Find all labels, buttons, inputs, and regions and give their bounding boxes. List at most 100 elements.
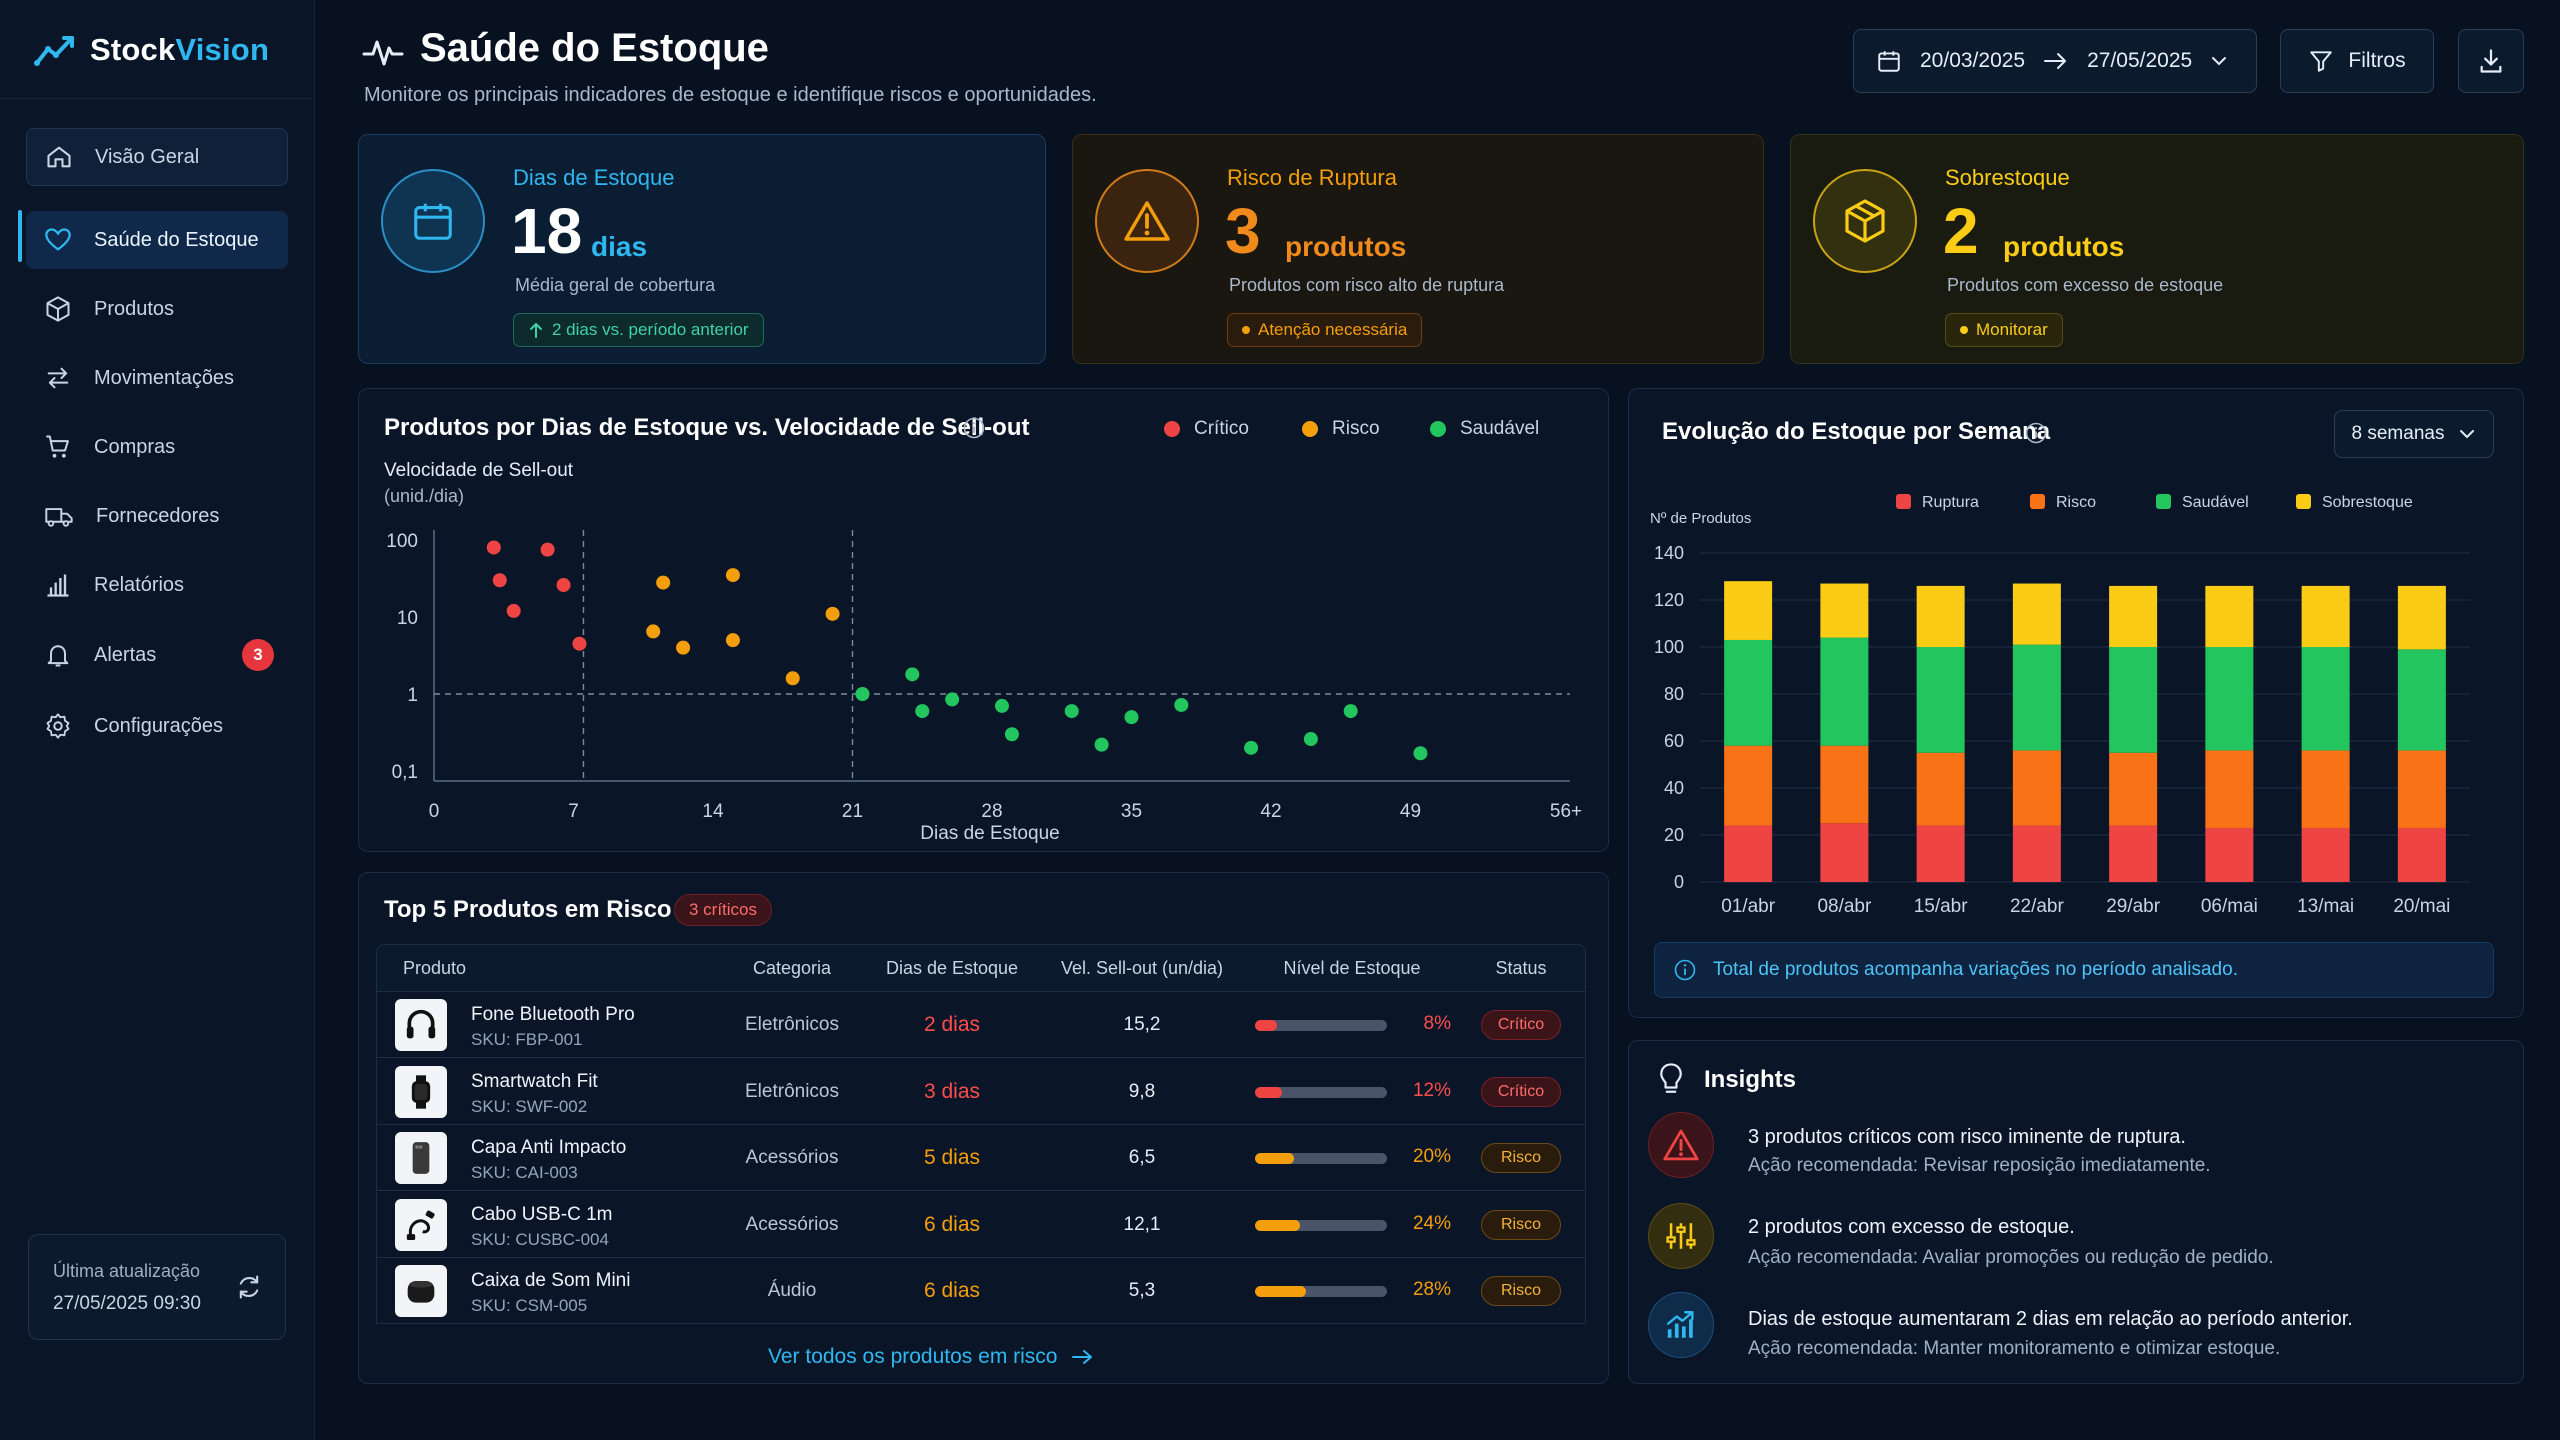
stacked-bar-chart: Ruptura Risco Saudável Sobrestoque Nº de Pro… (1650, 494, 2470, 917)
y-tick-label: 80 (1664, 684, 1684, 704)
nav-item-alerts[interactable]: Alertas 3 (26, 626, 288, 684)
legend-label: Saudável (1460, 418, 1540, 439)
legend-swatch (2030, 494, 2045, 509)
filter-icon (2310, 51, 2333, 72)
product-name: Caixa de Som Mini (471, 1270, 631, 1292)
nav-item-movements[interactable]: Movimentações (26, 349, 288, 407)
scatter-point-saudável (1174, 697, 1189, 712)
bar-segment-sobrestoque (1916, 585, 1965, 647)
stock-level-fill (1255, 1219, 1300, 1231)
nav-label: Saúde do Estoque (94, 228, 259, 251)
legend-label: Risco (1332, 418, 1380, 439)
kpi-title: Dias de Estoque (513, 165, 675, 190)
nav-label: Alertas (94, 643, 157, 666)
last-update-card: Última atualização 27/05/2025 09:30 (28, 1234, 286, 1340)
phone-case-icon (412, 1142, 430, 1175)
col-category: Categoria (752, 958, 832, 978)
bar-segment-saudável (1916, 647, 1965, 753)
nav-label: Compras (94, 435, 176, 458)
download-button[interactable] (2458, 29, 2524, 93)
scatter-point-saudável (1413, 746, 1428, 761)
filters-button[interactable]: Filtros (2280, 29, 2434, 93)
kpi-unit: produtos (2003, 231, 2125, 262)
bar-segment-saudável (2397, 649, 2446, 751)
kpi-icon-circle (381, 169, 485, 273)
bar-segment-ruptura (2397, 827, 2446, 882)
insights-title: Insights (1704, 1066, 1797, 1093)
nav-item-products[interactable]: Produtos (26, 280, 288, 338)
product-category: Acessórios (745, 1213, 839, 1235)
bar-segment-saudável (2301, 647, 2350, 751)
status-badge: Crítico (1481, 1010, 1561, 1040)
table-row[interactable]: Caixa de Som Mini SKU: CSM-005 Áudio 6 dias… (376, 1258, 1586, 1325)
table-row[interactable]: Smartwatch Fit SKU: SWF-002 Eletrônicos 3 d… (376, 1058, 1586, 1125)
product-category: Áudio (767, 1280, 817, 1302)
x-tick-label: 22/abr (2010, 896, 2065, 917)
stock-level-fill (1255, 1153, 1295, 1165)
stacked-bar-panel (1628, 388, 2524, 1018)
scatter-point-saudável (915, 704, 930, 719)
bar-segment-risco (2397, 750, 2446, 828)
nav-item-settings[interactable]: Configurações (26, 697, 288, 755)
stock-level-percent: 24% (1412, 1212, 1451, 1234)
box-icon (46, 296, 70, 322)
scatter-point-saudável (1124, 710, 1139, 725)
nav-item-suppliers[interactable]: Fornecedores (26, 487, 288, 545)
scatter-point-saudável (1064, 704, 1079, 719)
nav-item-purchases[interactable]: Compras (26, 418, 288, 476)
bar-segment-risco (2109, 752, 2158, 826)
nav-item-reports[interactable]: Relatórios (26, 556, 288, 614)
y-tick-label: 10 (397, 608, 418, 629)
refresh-icon[interactable] (235, 1273, 263, 1301)
x-tick-label: 42 (1260, 801, 1281, 822)
info-icon[interactable] (2024, 421, 2048, 445)
page-title: Saúde do Estoque (420, 26, 769, 70)
arrow-right-icon (1072, 1350, 1093, 1364)
table-row[interactable]: Cabo USB-C 1m SKU: CUSBC-004 Acessórios 6 d… (376, 1191, 1586, 1258)
table-row[interactable]: Fone Bluetooth Pro SKU: FBP-001 Eletrônico… (376, 992, 1586, 1058)
status-badge: Risco (1481, 1209, 1561, 1240)
scatter-point-risco (725, 568, 740, 583)
view-all-risk-link[interactable]: Ver todos os produtos em risco (768, 1345, 1095, 1369)
sliders-icon (1666, 1223, 1696, 1249)
scatter-point-crítico (572, 636, 587, 651)
info-icon[interactable] (962, 416, 986, 440)
y-tick-label: 120 (1654, 590, 1684, 610)
chevron-down-icon (2460, 430, 2475, 439)
bar-segment-ruptura (2012, 825, 2061, 882)
product-thumbnail (395, 1198, 447, 1251)
x-tick-label: 14 (702, 801, 724, 822)
bar-segment-sobrestoque (1820, 583, 1869, 638)
stock-level-bar (1255, 1086, 1387, 1098)
x-tick-label: 15/abr (1914, 896, 1969, 917)
date-to: 27/05/2025 (2087, 49, 2193, 72)
bar-segment-ruptura (1820, 823, 1869, 882)
period-select[interactable]: 8 semanas (2334, 410, 2494, 458)
y-tick-label: 1 (407, 685, 418, 706)
bar-segment-sobrestoque (1724, 581, 1773, 640)
smartwatch-icon (411, 1074, 431, 1109)
stock-level-fill (1255, 1286, 1306, 1298)
product-thumbnail (395, 1265, 447, 1318)
scatter-point-saudável (1244, 740, 1259, 755)
table-row[interactable]: Capa Anti Impacto SKU: CAI-003 Acessórios 5… (376, 1125, 1586, 1192)
scatter-point-saudável (1004, 727, 1019, 742)
bar-title: Evolução do Estoque por Semana (1662, 418, 2051, 445)
insight-sub: Ação recomendada: Avaliar promoções ou r… (1748, 1247, 2274, 1268)
nav-item-overview[interactable]: Visão Geral (26, 128, 288, 186)
kpi-card-overstock: Sobrestoque 2 produtos Produtos com exce… (1790, 134, 2524, 364)
x-tick-label: 01/abr (1721, 896, 1776, 917)
kpi-description: Produtos com excesso de estoque (1947, 275, 2224, 295)
x-tick-label: 06/mai (2201, 896, 2258, 917)
product-sku: SKU: FBP-001 (471, 1030, 583, 1049)
date-range-picker[interactable]: 20/03/2025 27/05/2025 (1853, 29, 2257, 93)
bar-segment-saudável (1820, 637, 1869, 746)
brand[interactable]: StockVision (34, 32, 269, 68)
legend-risk: Risco (1302, 418, 1380, 440)
kpi-description: Média geral de cobertura (515, 275, 716, 295)
bar-segment-sobrestoque (2205, 585, 2254, 647)
kpi-title: Sobrestoque (1945, 165, 2070, 190)
y-axis-label: Nº de Produtos (1650, 510, 1751, 527)
nav-item-stock-health[interactable]: Saúde do Estoque (26, 211, 288, 269)
legend-critical: Crítico (1164, 418, 1249, 440)
